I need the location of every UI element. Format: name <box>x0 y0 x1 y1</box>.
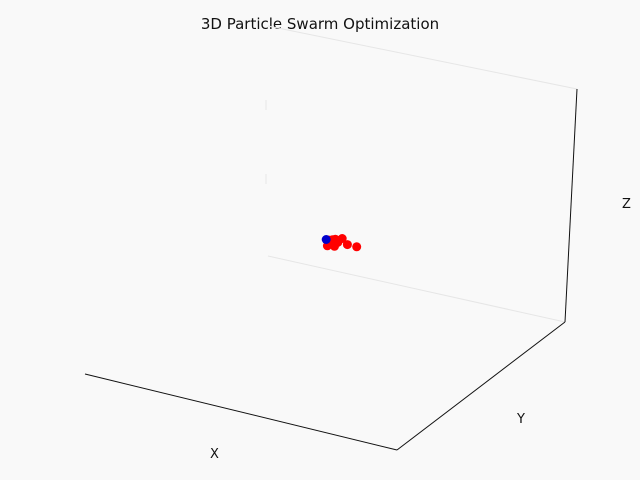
particle-point-7 <box>352 242 362 252</box>
particle-point-4 <box>337 234 347 243</box>
particle-point-5 <box>330 241 339 251</box>
particle-points <box>321 234 362 252</box>
z-axis-label: Z <box>622 197 631 212</box>
z-axis-line <box>564 88 578 323</box>
x-axis-label: X <box>210 447 219 462</box>
back-top-edge <box>267 25 578 90</box>
y-axis-label: Y <box>516 412 525 427</box>
axes <box>84 88 578 451</box>
back-panes <box>265 25 578 323</box>
y-axis-line <box>396 321 566 451</box>
particle-point-6 <box>342 240 352 250</box>
best-particle-point-0 <box>321 235 331 244</box>
back-bottom-edge <box>267 255 566 323</box>
chart-title: 3D Particle Swarm Optimization <box>200 15 440 33</box>
x-axis-line <box>84 373 398 451</box>
